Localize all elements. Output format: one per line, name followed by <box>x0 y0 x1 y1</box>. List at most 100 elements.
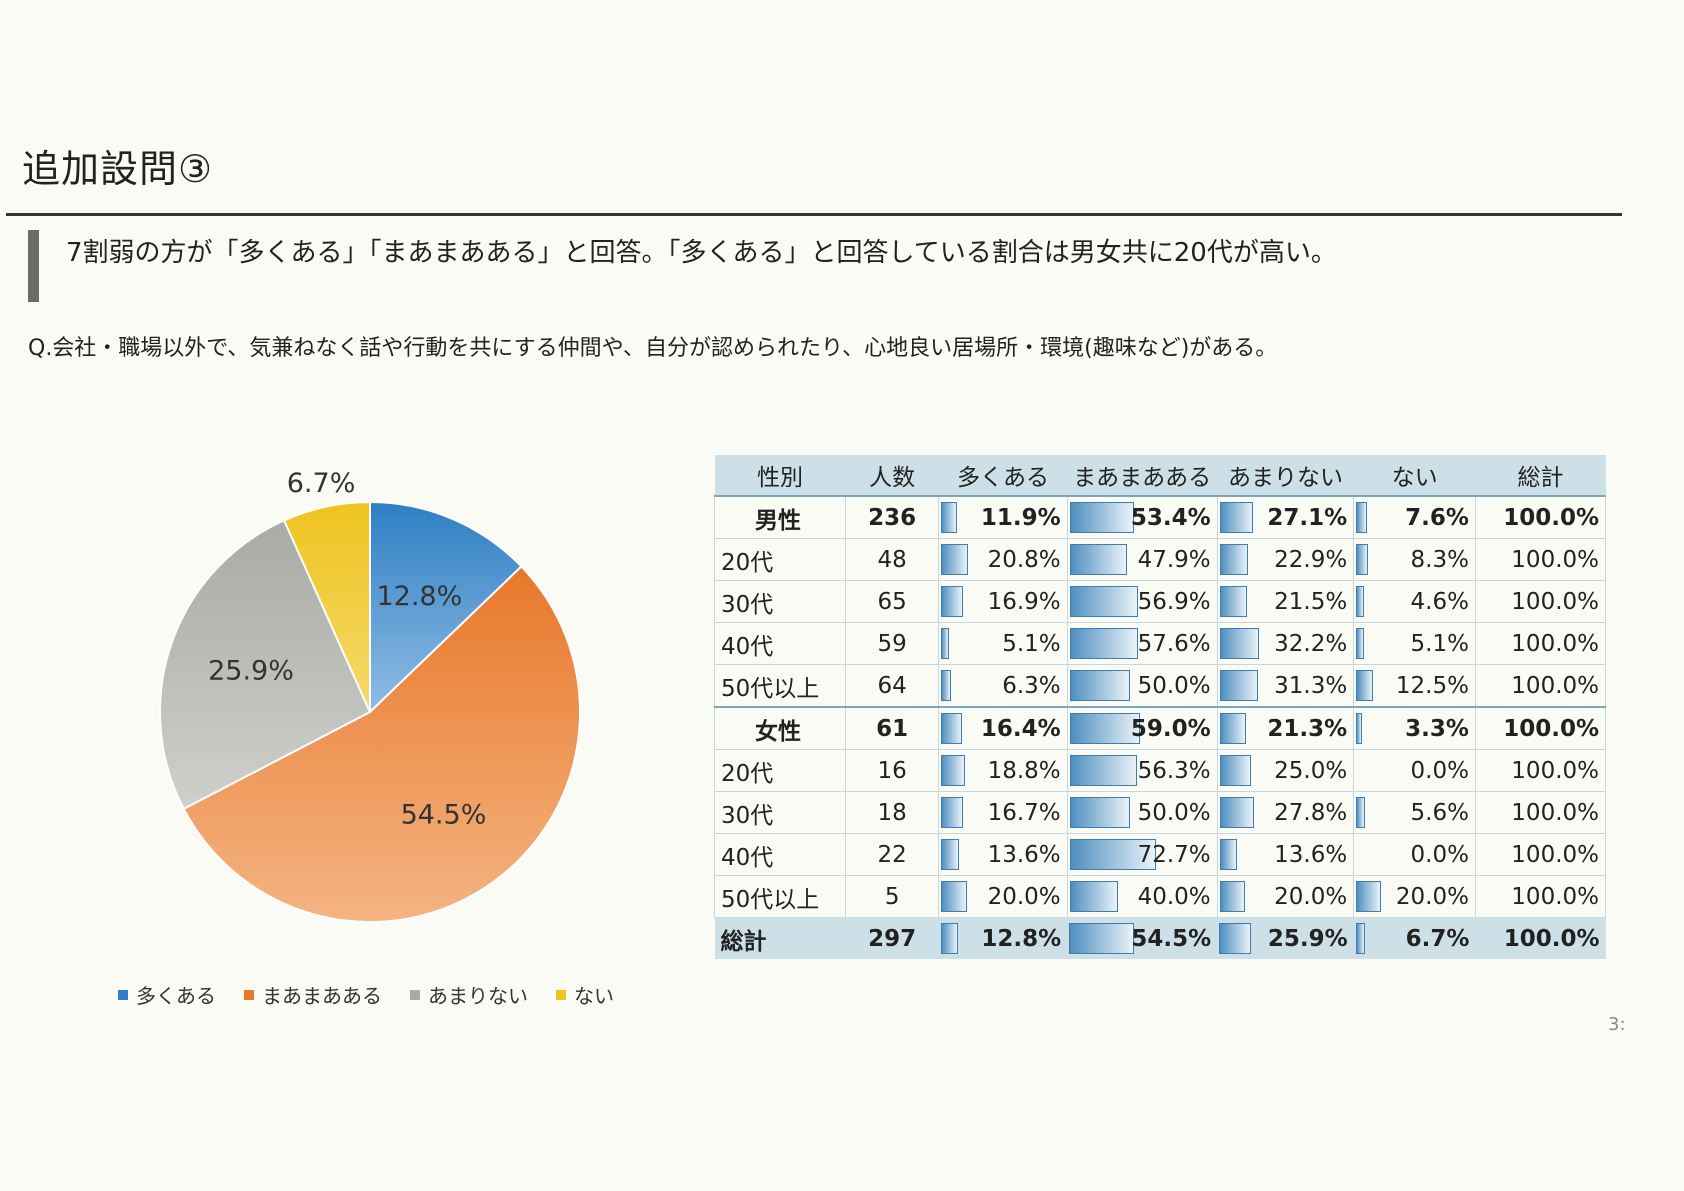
percent-label: 25.9% <box>1267 925 1348 952</box>
percent-cell: 25.0% <box>1216 749 1355 792</box>
data-bar <box>941 797 963 828</box>
percent-label: 57.6% <box>1137 630 1211 657</box>
percent-label: 11.9% <box>980 504 1061 531</box>
percent-cell: 4.6% <box>1353 580 1476 623</box>
row-total: 100.0% <box>1474 791 1607 834</box>
percent-cell: 50.0% <box>1066 791 1218 834</box>
percent-cell: 0.0% <box>1353 749 1476 792</box>
percent-label: 16.7% <box>987 799 1061 826</box>
respondent-count: 18 <box>844 791 940 834</box>
percent-label: 20.0% <box>987 883 1061 910</box>
respondent-count: 61 <box>844 706 940 750</box>
column-header: 総計 <box>1475 455 1606 496</box>
row-total: 100.0% <box>1474 875 1607 918</box>
row-label: 総計 <box>714 917 846 959</box>
percent-label: 6.3% <box>1002 672 1061 699</box>
row-total: 100.0% <box>1474 495 1607 539</box>
respondent-count: 48 <box>844 538 940 581</box>
percent-label: 4.6% <box>1410 588 1469 615</box>
row-total: 100.0% <box>1474 580 1607 623</box>
percent-cell: 53.4% <box>1066 495 1218 539</box>
percent-cell: 57.6% <box>1066 622 1218 665</box>
percent-label: 5.6% <box>1410 799 1469 826</box>
pie-slice-1 <box>369 500 523 715</box>
percent-label: 22.9% <box>1274 546 1348 573</box>
percent-cell: 56.3% <box>1066 749 1218 792</box>
respondent-count: 59 <box>844 622 940 665</box>
page-title: 追加設問③ <box>22 147 214 191</box>
legend-item: あまりない <box>410 980 528 1009</box>
data-bar <box>941 544 968 575</box>
percent-cell: 13.6% <box>938 833 1068 876</box>
percent-label: 6.7% <box>1405 925 1470 952</box>
percent-cell: 20.8% <box>938 538 1068 581</box>
percent-cell: 11.9% <box>938 495 1068 539</box>
percent-label: 0.0% <box>1410 841 1469 868</box>
data-bar <box>1069 544 1128 575</box>
percent-label: 12.5% <box>1395 672 1469 699</box>
column-header: まあまあある <box>1067 455 1218 496</box>
row-label: 20代 <box>714 538 846 581</box>
percent-label: 50.0% <box>1137 672 1211 699</box>
percent-cell: 20.0% <box>938 875 1068 918</box>
data-bar <box>1069 586 1138 617</box>
percent-label: 53.4% <box>1130 504 1211 531</box>
percent-label: 7.6% <box>1405 504 1469 531</box>
percent-cell: 16.4% <box>938 706 1068 750</box>
page-number: 3: <box>1608 1014 1626 1035</box>
row-label: 30代 <box>714 791 846 834</box>
percent-cell: 59.0% <box>1066 706 1218 750</box>
data-bar <box>1355 923 1366 954</box>
row-label: 40代 <box>714 833 846 876</box>
column-header: 多くある <box>938 455 1068 496</box>
percent-cell: 6.7% <box>1353 917 1476 959</box>
percent-label: 50.0% <box>1137 799 1211 826</box>
data-bar <box>1069 628 1139 659</box>
legend-swatch <box>410 989 420 1000</box>
row-total: 100.0% <box>1474 749 1607 792</box>
column-header: 性別 <box>714 455 846 496</box>
table-row: 30代 18 16.7% 50.0% 27.8% 5.6% 100.0% <box>714 791 1607 834</box>
row-total: 100.0% <box>1474 833 1607 876</box>
pie-slice-3 <box>159 519 372 811</box>
percent-cell: 21.5% <box>1216 580 1355 623</box>
data-bar <box>1356 797 1365 828</box>
data-bar <box>1219 839 1238 870</box>
pie-slice-2 <box>182 565 581 923</box>
data-bar <box>1356 544 1368 575</box>
percent-label: 27.8% <box>1274 799 1348 826</box>
percent-cell: 40.0% <box>1066 875 1218 918</box>
data-bar <box>1219 670 1258 701</box>
title-divider <box>6 213 1622 216</box>
data-bar <box>1069 881 1119 912</box>
data-bar <box>1219 502 1254 533</box>
percent-label: 20.8% <box>987 546 1061 573</box>
table-row: 20代 48 20.8% 47.9% 22.9% 8.3% 100.0% <box>714 538 1607 581</box>
legend-label: まあまあある <box>262 984 382 1008</box>
percent-cell: 0.0% <box>1353 833 1476 876</box>
percent-label: 16.9% <box>987 588 1061 615</box>
percent-label: 25.0% <box>1274 757 1348 784</box>
percent-cell: 7.6% <box>1353 495 1476 539</box>
percent-cell: 27.1% <box>1216 495 1355 539</box>
percent-cell: 27.8% <box>1216 791 1355 834</box>
data-bar <box>1219 713 1247 744</box>
percent-label: 56.3% <box>1137 757 1211 784</box>
percent-label: 5.1% <box>1002 630 1061 657</box>
data-bar <box>940 923 958 954</box>
respondent-count: 236 <box>844 495 940 539</box>
data-bar <box>1069 923 1135 954</box>
table-header-row: 性別 人数 多くある まあまあある あまりない ない 総計 <box>714 455 1606 496</box>
percent-cell: 25.9% <box>1217 917 1354 959</box>
percent-cell: 32.2% <box>1216 622 1355 665</box>
data-bar <box>1219 586 1247 617</box>
percent-cell: 5.1% <box>938 622 1068 665</box>
percent-label: 3.3% <box>1405 715 1469 742</box>
summary-accent-bar <box>28 230 39 302</box>
legend-item: ない <box>556 980 614 1009</box>
respondent-count: 64 <box>844 664 940 708</box>
question-text: Q.会社・職場以外で、気兼ねなく話や行動を共にする仲間や、自分が認められたり、心… <box>28 336 1278 361</box>
percent-cell: 18.8% <box>938 749 1068 792</box>
data-bar <box>941 670 951 701</box>
percent-label: 54.5% <box>1131 925 1212 952</box>
